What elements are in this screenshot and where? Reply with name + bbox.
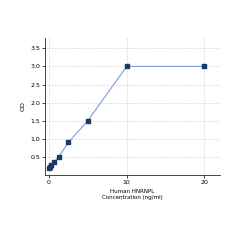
- Point: [66, 140, 70, 144]
- Point: [49, 163, 53, 167]
- Point: [56, 155, 60, 159]
- Point: [47, 166, 51, 170]
- X-axis label: Human HNRNPL
Concentration (ng/ml): Human HNRNPL Concentration (ng/ml): [102, 189, 163, 200]
- Point: [125, 64, 129, 68]
- Point: [202, 64, 206, 68]
- Point: [48, 165, 52, 169]
- Y-axis label: OD: OD: [21, 101, 26, 111]
- Point: [86, 119, 90, 123]
- Point: [52, 160, 56, 164]
